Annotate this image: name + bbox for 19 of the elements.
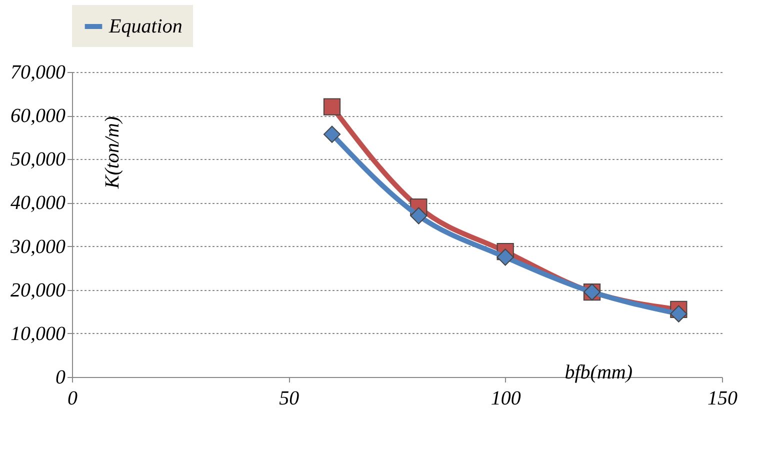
x-tick-label: 50 [279, 388, 300, 410]
y-tick-label: 10,000 [10, 322, 66, 345]
y-tick-label: 0 [56, 366, 66, 388]
y-tick-label: 40,000 [10, 192, 66, 214]
y-tick-label: 50,000 [10, 148, 66, 171]
point [496, 248, 514, 266]
legend-label: Equation [108, 16, 182, 38]
x-axis-title: bfb(mm) [564, 362, 633, 384]
point [670, 305, 688, 322]
point [323, 126, 341, 143]
y-axis-title: K(ton/m) [102, 116, 124, 190]
x-tick-label: 150 [708, 388, 738, 410]
point [323, 98, 341, 116]
y-tick-label: 60,000 [10, 105, 66, 128]
point [410, 207, 428, 224]
x-tick-label: 100 [490, 388, 521, 410]
y-tick-label: 70,000 [10, 62, 66, 84]
y-tick-label: 30,000 [10, 236, 66, 258]
y-tick-label: 20,000 [10, 279, 66, 302]
